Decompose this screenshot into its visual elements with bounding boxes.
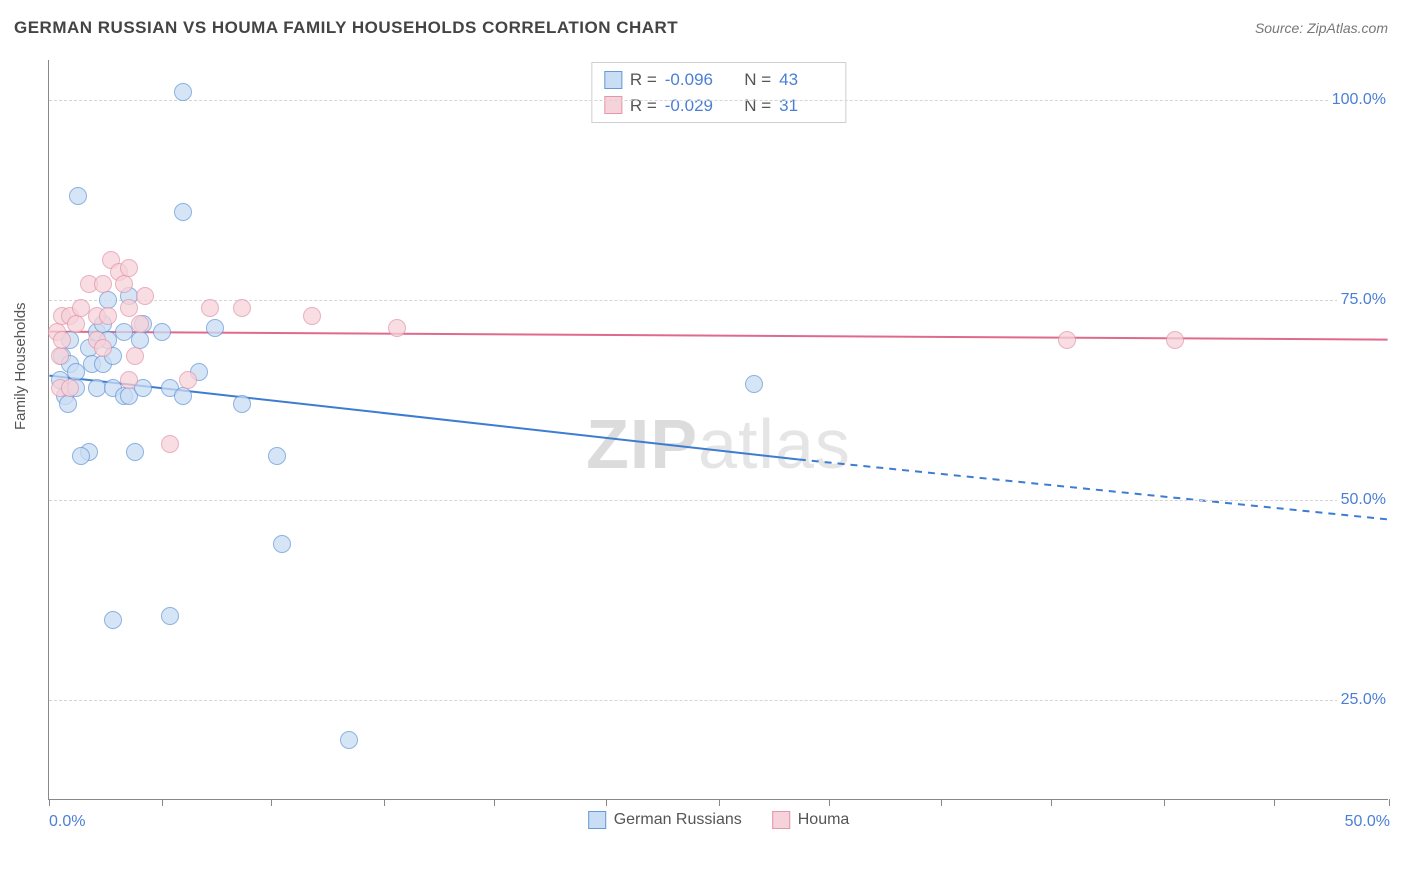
- scatter-point: [206, 319, 224, 337]
- source-attribution: Source: ZipAtlas.com: [1255, 20, 1388, 36]
- scatter-point: [94, 339, 112, 357]
- chart-title: GERMAN RUSSIAN VS HOUMA FAMILY HOUSEHOLD…: [14, 18, 678, 38]
- scatter-point: [268, 447, 286, 465]
- stats-row: R = -0.029 N = 31: [604, 93, 833, 119]
- scatter-point: [745, 375, 763, 393]
- scatter-point: [1058, 331, 1076, 349]
- scatter-point: [201, 299, 219, 317]
- x-tick: [384, 799, 385, 806]
- stats-row: R = -0.096 N = 43: [604, 67, 833, 93]
- scatter-point: [51, 347, 69, 365]
- scatter-point: [115, 275, 133, 293]
- stats-swatch-icon: [604, 71, 622, 89]
- scatter-point: [153, 323, 171, 341]
- x-tick: [1274, 799, 1275, 806]
- scatter-point: [126, 443, 144, 461]
- x-tick: [162, 799, 163, 806]
- x-tick: [1164, 799, 1165, 806]
- stats-swatch-icon: [604, 96, 622, 114]
- gridline: [49, 500, 1388, 501]
- y-tick-label: 100.0%: [1328, 91, 1390, 109]
- stat-n-label: N =: [744, 93, 771, 119]
- stats-legend-box: R = -0.096 N = 43R = -0.029 N = 31: [591, 62, 846, 123]
- y-axis-label: Family Households: [12, 302, 29, 430]
- scatter-point: [161, 607, 179, 625]
- legend-item: Houma: [772, 811, 850, 829]
- scatter-point: [131, 315, 149, 333]
- scatter-point: [120, 299, 138, 317]
- scatter-point: [273, 535, 291, 553]
- scatter-point: [174, 203, 192, 221]
- x-tick: [941, 799, 942, 806]
- x-tick-label: 50.0%: [1345, 813, 1390, 831]
- scatter-point: [69, 187, 87, 205]
- legend-label: German Russians: [614, 811, 742, 829]
- plot-area: ZIPatlas R = -0.096 N = 43R = -0.029 N =…: [48, 60, 1388, 800]
- scatter-point: [179, 371, 197, 389]
- scatter-point: [126, 347, 144, 365]
- gridline: [49, 300, 1388, 301]
- legend-swatch-icon: [588, 811, 606, 829]
- x-tick: [1389, 799, 1390, 806]
- watermark: ZIPatlas: [586, 404, 851, 484]
- scatter-point: [174, 83, 192, 101]
- gridline: [49, 100, 1388, 101]
- legend-swatch-icon: [772, 811, 790, 829]
- scatter-point: [303, 307, 321, 325]
- scatter-point: [340, 731, 358, 749]
- legend-item: German Russians: [588, 811, 742, 829]
- scatter-point: [67, 315, 85, 333]
- scatter-point: [174, 387, 192, 405]
- x-tick: [719, 799, 720, 806]
- scatter-point: [59, 395, 77, 413]
- stat-n-label: N =: [744, 67, 771, 93]
- y-tick-label: 50.0%: [1337, 491, 1390, 509]
- scatter-point: [233, 299, 251, 317]
- scatter-point: [120, 259, 138, 277]
- stat-r-label: R =: [630, 67, 657, 93]
- scatter-point: [99, 307, 117, 325]
- stat-r-value: -0.029: [665, 93, 719, 119]
- scatter-point: [161, 435, 179, 453]
- x-tick: [271, 799, 272, 806]
- scatter-point: [53, 331, 71, 349]
- stat-r-label: R =: [630, 93, 657, 119]
- scatter-point: [120, 371, 138, 389]
- y-tick-label: 75.0%: [1337, 291, 1390, 309]
- x-tick: [829, 799, 830, 806]
- scatter-point: [61, 379, 79, 397]
- series-legend: German Russians Houma: [588, 811, 850, 829]
- x-tick: [606, 799, 607, 806]
- stat-r-value: -0.096: [665, 67, 719, 93]
- stat-n-value: 43: [779, 67, 833, 93]
- x-tick: [494, 799, 495, 806]
- scatter-point: [104, 611, 122, 629]
- scatter-point: [72, 447, 90, 465]
- legend-label: Houma: [798, 811, 850, 829]
- y-tick-label: 25.0%: [1337, 691, 1390, 709]
- x-tick: [1051, 799, 1052, 806]
- stat-n-value: 31: [779, 93, 833, 119]
- x-tick: [49, 799, 50, 806]
- scatter-point: [94, 275, 112, 293]
- scatter-point: [388, 319, 406, 337]
- gridline: [49, 700, 1388, 701]
- scatter-point: [233, 395, 251, 413]
- x-tick-label: 0.0%: [49, 813, 85, 831]
- regression-lines: [49, 60, 1388, 799]
- scatter-point: [1166, 331, 1184, 349]
- scatter-point: [136, 287, 154, 305]
